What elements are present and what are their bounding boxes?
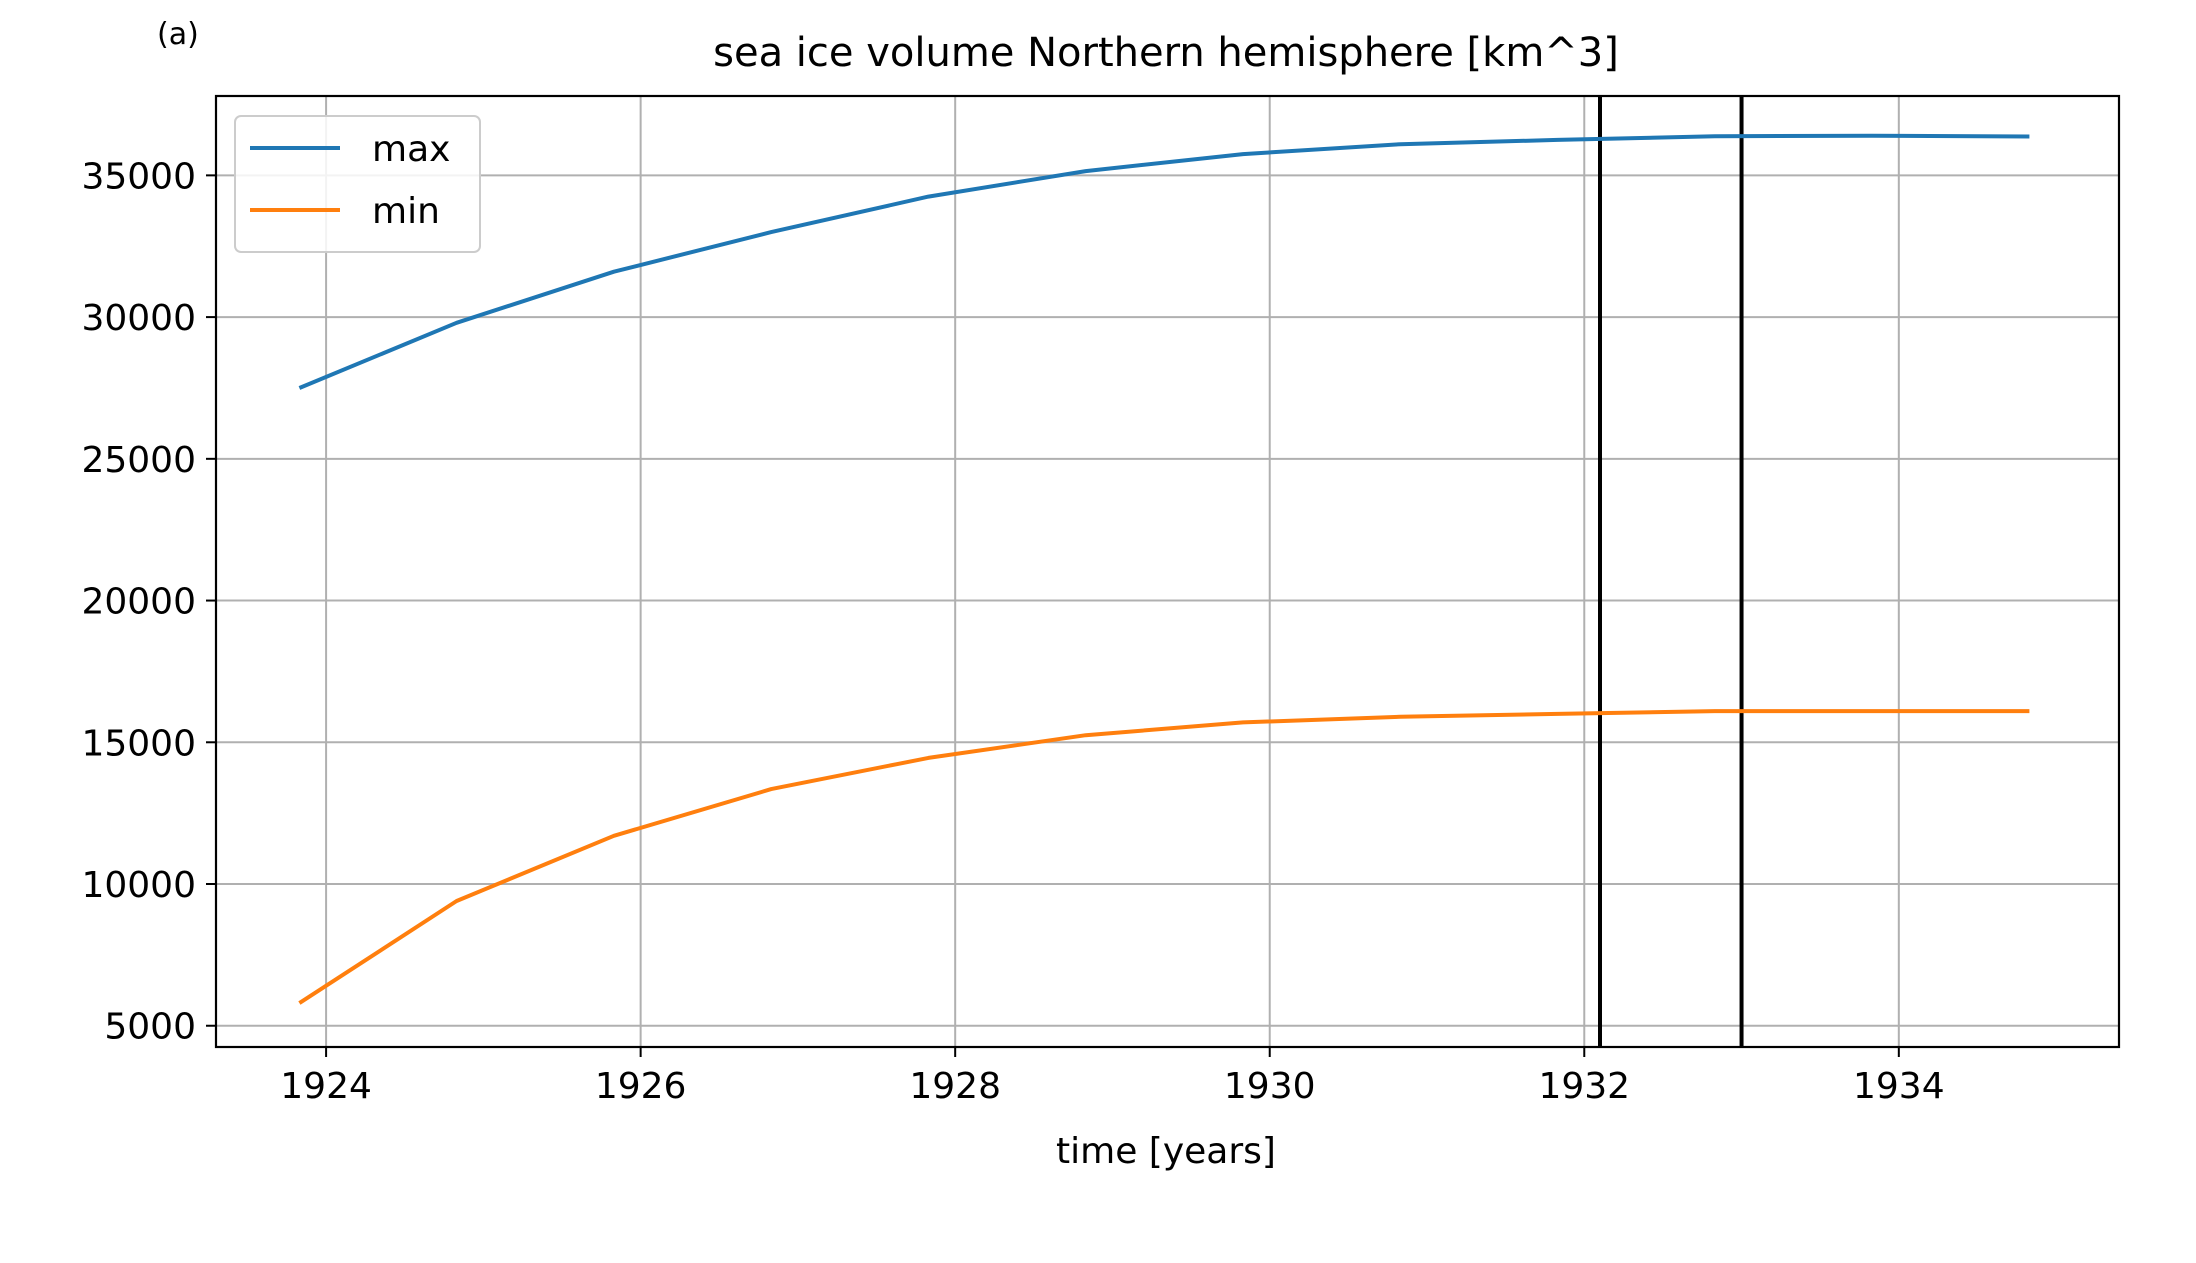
chart-title: sea ice volume Northern hemisphere [km^3… (713, 30, 1619, 76)
x-axis: 1924 1926 1928 1930 1932 1934 (280, 1047, 1945, 1107)
grid (216, 96, 2119, 1047)
panel-label: (a) (157, 17, 199, 52)
x-tick-label: 1928 (909, 1066, 1001, 1107)
x-tick-label: 1930 (1224, 1066, 1316, 1107)
y-tick-label: 20000 (81, 582, 196, 623)
legend: max min (234, 115, 481, 253)
y-tick-label: 30000 (81, 298, 196, 339)
legend-label-max: max (372, 129, 450, 170)
y-tick-label: 25000 (81, 440, 196, 481)
y-tick-label: 10000 (81, 865, 196, 906)
legend-label-min: min (372, 191, 440, 232)
plot-frame (214, 94, 2121, 1049)
y-tick-label: 5000 (104, 1007, 196, 1048)
y-axis: 5000 10000 15000 20000 25000 30000 35000 (81, 156, 216, 1048)
series-line-min (298, 709, 2030, 1005)
series-line-max (298, 133, 2030, 390)
x-tick-label: 1932 (1538, 1066, 1630, 1107)
x-tick-label: 1924 (280, 1066, 372, 1107)
y-tick-label: 35000 (81, 156, 196, 197)
x-tick-label: 1934 (1853, 1066, 1945, 1107)
x-axis-label: time [years] (1056, 1131, 1276, 1172)
x-tick-label: 1926 (595, 1066, 687, 1107)
series-group (298, 133, 2030, 1005)
vertical-markers (1598, 96, 1744, 1047)
y-tick-label: 15000 (81, 723, 196, 764)
